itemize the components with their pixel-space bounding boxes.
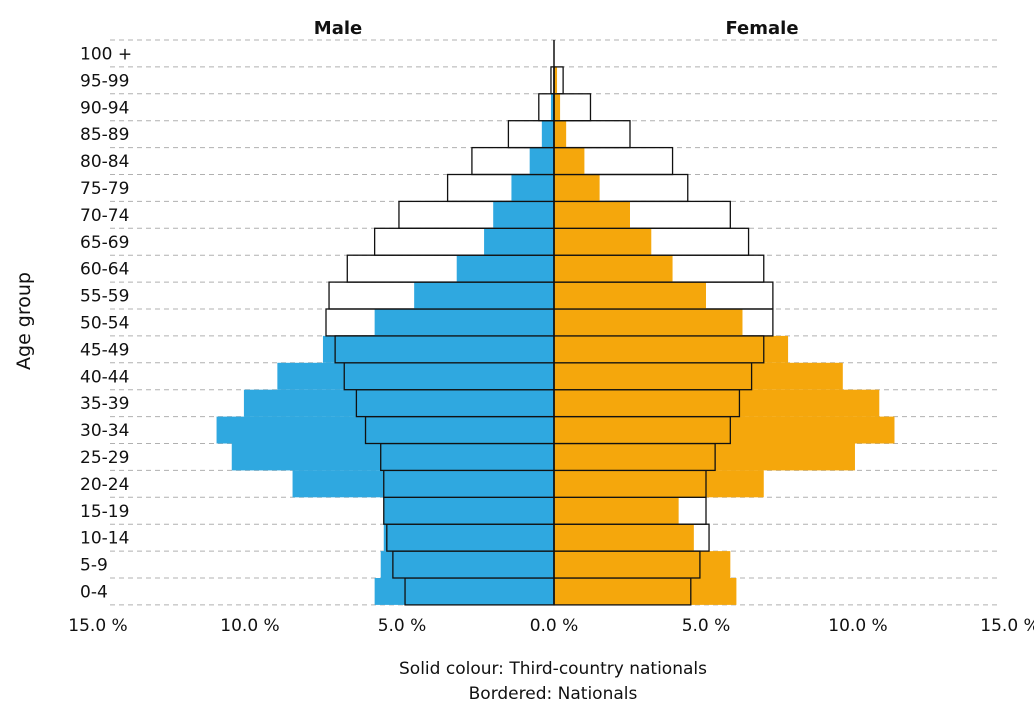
bar-female-third-country bbox=[554, 335, 789, 363]
age-group-label: 20-24 bbox=[80, 475, 129, 495]
y-axis-label: Age group bbox=[13, 272, 35, 370]
bar-female-third-country bbox=[554, 524, 694, 552]
bar-male-third-country bbox=[511, 174, 554, 202]
bar-male-third-country bbox=[243, 389, 555, 417]
bar-male-third-country bbox=[374, 578, 554, 605]
bar-male-third-country bbox=[277, 362, 554, 390]
x-tick-label: 10.0 % bbox=[828, 616, 887, 636]
bar-female-third-country bbox=[554, 66, 558, 94]
x-tick-label: 5.0 % bbox=[682, 616, 731, 636]
bar-male-third-country bbox=[383, 497, 554, 525]
female-header: Female bbox=[725, 18, 798, 39]
x-tick-labels: 15.0 % 10.0 % 5.0 % 0.0 % 5.0 % 10.0 % 15.0 % bbox=[68, 616, 1034, 636]
bar-male-third-country bbox=[550, 93, 554, 121]
age-group-label: 10-14 bbox=[80, 529, 129, 549]
bar-male-third-country bbox=[383, 524, 554, 552]
bar-male-third-country bbox=[529, 147, 554, 175]
bar-female-third-country bbox=[554, 282, 706, 309]
bar-male-third-country bbox=[231, 443, 554, 471]
note-bordered: Bordered: Nationals bbox=[469, 684, 638, 704]
age-group-label: 35-39 bbox=[80, 394, 129, 414]
bar-male-third-country bbox=[292, 470, 554, 498]
bars bbox=[216, 66, 895, 606]
x-tick-label: 5.0 % bbox=[378, 616, 427, 636]
x-tick-label: 15.0 % bbox=[980, 616, 1034, 636]
bar-female-third-country bbox=[554, 147, 585, 175]
bar-male-third-country bbox=[322, 335, 554, 363]
age-group-label: 40-44 bbox=[80, 367, 129, 387]
age-group-label: 45-49 bbox=[80, 340, 129, 360]
age-group-label: 30-34 bbox=[80, 421, 129, 441]
male-header: Male bbox=[314, 18, 362, 39]
bar-male-third-country bbox=[414, 282, 554, 309]
age-group-label: 70-74 bbox=[80, 206, 129, 226]
bar-female-third-country bbox=[554, 201, 630, 229]
bar-male-third-country bbox=[541, 120, 554, 148]
bar-female-third-country bbox=[554, 578, 737, 605]
bar-female-third-country bbox=[554, 470, 764, 498]
bar-female-third-country bbox=[554, 362, 843, 390]
bar-female-third-country bbox=[554, 389, 880, 417]
bar-male-third-country bbox=[374, 309, 554, 336]
bar-female-third-country bbox=[554, 497, 679, 525]
bar-female-third-country bbox=[554, 120, 567, 148]
bar-female-third-country bbox=[554, 443, 855, 471]
age-group-label: 55-59 bbox=[80, 287, 129, 307]
bar-male-third-country bbox=[456, 255, 554, 283]
bar-male-third-country bbox=[380, 551, 554, 578]
note-solid-colour: Solid colour: Third-country nationals bbox=[399, 659, 707, 679]
age-group-labels: 0-4 5-9 10-14 15-19 20-24 25-29 30-34 35-39 40-4… bbox=[80, 44, 132, 602]
age-group-label: 90-94 bbox=[80, 98, 129, 118]
bar-female-third-country bbox=[554, 93, 561, 121]
x-tick-label: 10.0 % bbox=[220, 616, 279, 636]
bar-female-third-country bbox=[554, 309, 743, 336]
bar-female-third-country bbox=[554, 228, 652, 256]
age-group-label: 65-69 bbox=[80, 233, 129, 253]
age-group-label: 100 + bbox=[80, 44, 132, 64]
age-group-label: 85-89 bbox=[80, 125, 129, 145]
bar-female-third-country bbox=[554, 551, 731, 578]
bar-male-third-country bbox=[493, 201, 554, 229]
bar-male-third-country bbox=[484, 228, 554, 256]
x-tick-label: 15.0 % bbox=[68, 616, 127, 636]
age-group-label: 60-64 bbox=[80, 260, 129, 280]
x-tick-label: 0.0 % bbox=[530, 616, 579, 636]
age-group-label: 0-4 bbox=[80, 582, 108, 602]
age-group-label: 15-19 bbox=[80, 502, 129, 522]
age-group-label: 50-54 bbox=[80, 313, 129, 333]
bar-female-third-country bbox=[554, 255, 673, 283]
bar-female-third-country bbox=[554, 174, 600, 202]
age-group-label: 5-9 bbox=[80, 556, 108, 576]
age-group-label: 80-84 bbox=[80, 152, 129, 172]
age-group-label: 25-29 bbox=[80, 448, 129, 468]
age-group-label: 75-79 bbox=[80, 179, 129, 199]
age-group-label: 95-99 bbox=[80, 71, 129, 91]
bar-male-third-country bbox=[216, 416, 554, 444]
bar-female-third-country bbox=[554, 416, 895, 444]
